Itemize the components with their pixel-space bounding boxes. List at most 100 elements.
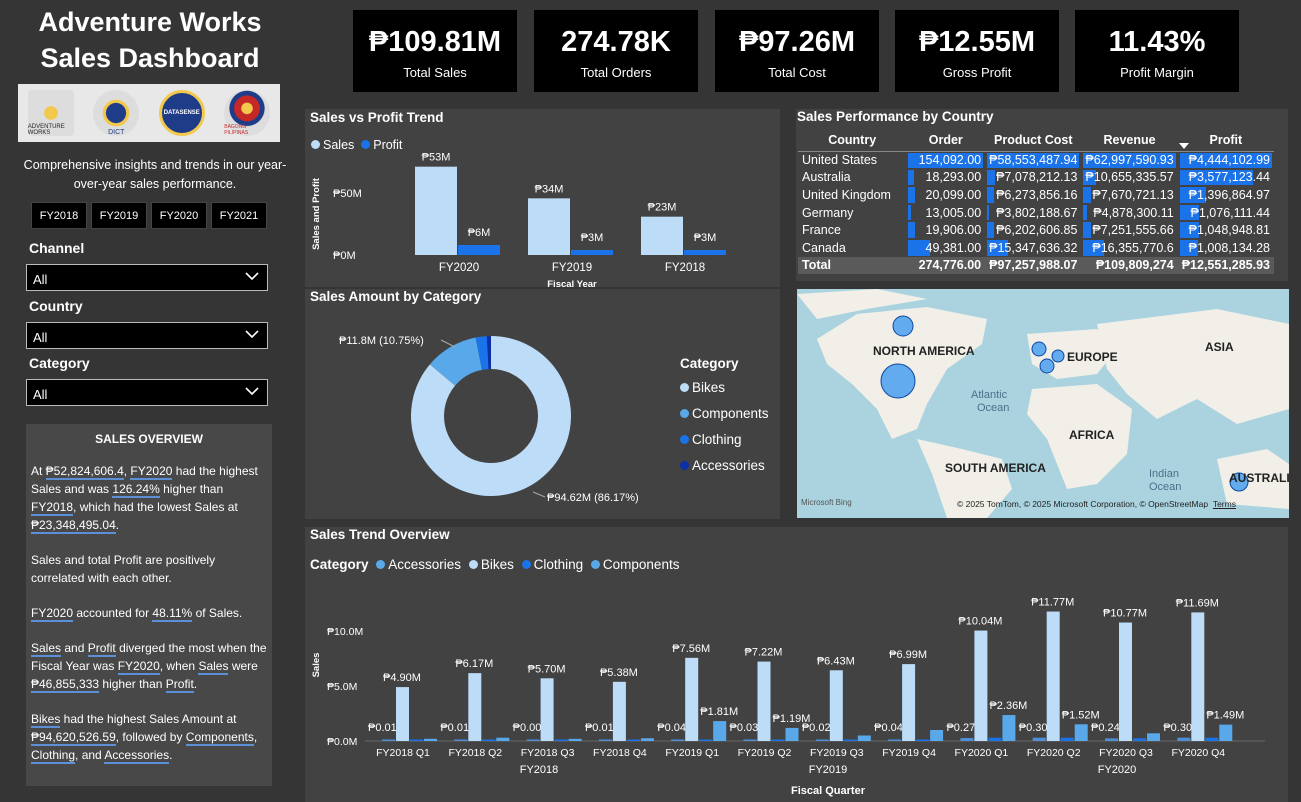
kpi-total-sales: ₱109.81M Total Sales [353,10,517,92]
cell-cost: ₱7,078,212.13 [985,169,1081,187]
legend-dot-icon [680,383,689,392]
trend-bar-components [1074,724,1088,741]
trend-bar-bikes [757,661,771,741]
dict-logo: DICT [93,90,140,136]
table-row[interactable]: Germany 13,005.00 ₱3,802,188.67 ₱4,878,300.… [798,204,1274,222]
svp-bar-profit [571,250,613,255]
trend-label-bikes: ₱5.70M [528,663,566,675]
donut-slice-accessories [486,336,491,370]
fy-button-fy2020[interactable]: FY2020 [151,202,207,229]
map-label-indian-ocean: Ocean [1149,481,1181,493]
trend-bar-clothing [1133,738,1146,741]
cell-revenue: ₱7,670,721.13 [1081,186,1177,204]
cell-databar [1179,169,1253,186]
map-attribution: © 2025 TomTom, © 2025 Microsoft Corporat… [957,499,1236,509]
trend-xtick: FY2020 Q2 [1027,747,1081,759]
cell-databar [908,187,915,203]
channel-label: Channel [29,240,85,256]
logo-strip: ADVENTURE WORKS DICT DATASENSE BAGONG PI… [18,84,280,142]
trend-label-components: ₱1.52M [1062,709,1100,721]
cell-profit: ₱1,048,948.81 [1178,221,1274,239]
trend-label-bikes: ₱6.99M [889,649,927,661]
cell-profit: ₱1,076,111.44 [1178,204,1274,222]
fy-button-fy2021[interactable]: FY2021 [211,202,267,229]
donut-label-bikes: ₱94.62M (86.17%) [547,492,639,504]
svp-ytick-50m: ₱50M [333,188,362,200]
svp-label-profit: ₱3M [581,232,604,244]
trend-label-bikes: ₱10.04M [958,616,1002,628]
cell-revenue: ₱4,878,300.11 [1081,204,1177,222]
trend-label-bikes: ₱10.77M [1103,608,1147,620]
africa-shape [1027,384,1132,489]
cell-databar [1083,187,1091,203]
category-title: Sales Amount by Category [310,289,482,304]
col-header-product-cost[interactable]: Product Cost [994,132,1073,147]
trend-bar-accessories [526,739,540,741]
trend-label-bikes: ₱11.69M [1176,597,1219,609]
donut-slice-components [429,337,482,386]
cell-cost: ₱15,347,636.32 [987,239,1078,256]
table-row[interactable]: France 19,906.00 ₱6,202,606.85 ₱7,251,555.6… [798,221,1274,239]
col-header-profit[interactable]: Profit [1178,129,1274,151]
bagong-pilipinas-logo: BAGONG PILIPINAS [224,90,271,136]
sales-map[interactable]: NORTH AMERICA EUROPE ASIA AFRICA SOUTH A… [797,289,1289,518]
trend-bar-clothing [771,739,785,741]
datasense-logo: DATASENSE [158,90,205,136]
trend-label-bikes: ₱5.38M [600,667,638,679]
trend-ytick-0m: ₱0.0M [327,736,357,748]
legend-dot-icon [680,435,689,444]
svp-xlabel: Fiscal Year [547,279,597,287]
donut-slice-bikes [410,336,571,496]
table-row[interactable]: United Kingdom 20,099.00 ₱6,273,856.16 ₱7,6… [798,186,1274,204]
svp-chart: Sales and Profit ₱50M ₱0M Fiscal Year ₱5… [311,152,726,287]
legend-item-accessories[interactable]: Accessories [680,453,769,479]
svp-bar-sales [641,216,683,255]
donut-label-components: ₱11.8M (10.75%) [339,335,424,347]
trend-label-bikes: ₱11.77M [1031,597,1074,609]
map-label-australia: AUSTRALI [1229,471,1289,485]
legend-item-bikes[interactable]: Bikes [680,375,769,401]
trend-label-components: ₱1.81M [700,706,738,718]
trend-xlabel: Fiscal Quarter [791,785,866,797]
col-header-order[interactable]: Order [928,132,963,147]
cell-order: 19,906.00 [906,221,985,239]
cell-databar [1083,169,1096,186]
channel-value: All [33,272,48,287]
trend-xtick: FY2020 Q1 [955,747,1009,759]
channel-dropdown[interactable]: All [26,264,268,291]
svp-xtick: FY2019 [552,262,592,274]
legend-item-components[interactable]: Components [680,401,769,427]
trend-bar-components [857,735,871,741]
trend-xtick: FY2018 Q3 [521,747,575,759]
category-dropdown[interactable]: All [26,379,268,406]
legend-item-clothing[interactable]: Clothing [680,427,769,453]
trend-bar-bikes [829,670,843,741]
cell-databar [908,152,984,168]
trend-legend: Category Accessories Bikes Clothing Comp… [310,557,680,572]
kpi-total-cost: ₱97.26M Total Cost [715,10,879,92]
category-value: All [33,387,48,402]
country-label: Country [29,298,83,314]
world-map: NORTH AMERICA EUROPE ASIA AFRICA SOUTH A… [797,289,1289,518]
trend-bar-bikes [685,657,699,741]
table-row[interactable]: Canada 49,381.00 ₱15,347,636.32 ₱16,355,770… [798,239,1274,257]
cell-profit: ₱4,444,102.99 [1178,151,1274,169]
table-row[interactable]: Australia 18,293.00 ₱7,078,212.13 ₱10,655,3… [798,169,1274,187]
sales-trend-panel: Sales Trend Overview Category Accessorie… [305,527,1288,802]
map-terms-link[interactable]: Terms [1212,499,1236,509]
country-dropdown[interactable]: All [26,322,268,349]
bubble-australia [1229,472,1249,492]
cell-cost: ₱58,553,487.94 [987,152,1080,168]
svp-bar-sales [528,198,570,255]
category-panel: Sales Amount by Category ₱11.8M (10.75%)… [305,289,780,519]
trend-bar-bikes [540,678,554,741]
trend-year-fy2019: FY2019 [809,764,848,776]
cell-revenue: ₱16,355,770.6 [1081,239,1177,257]
fy-button-fy2018[interactable]: FY2018 [31,202,87,229]
col-header-revenue[interactable]: Revenue [1103,132,1156,147]
table-row[interactable]: United States 154,092.00 ₱58,553,487.94 ₱62… [798,151,1274,169]
fy-button-fy2019[interactable]: FY2019 [91,202,147,229]
bubble-united-kingdom [1031,341,1047,357]
south-america-shape [917,439,1012,518]
col-header-country[interactable]: Country [828,132,877,147]
